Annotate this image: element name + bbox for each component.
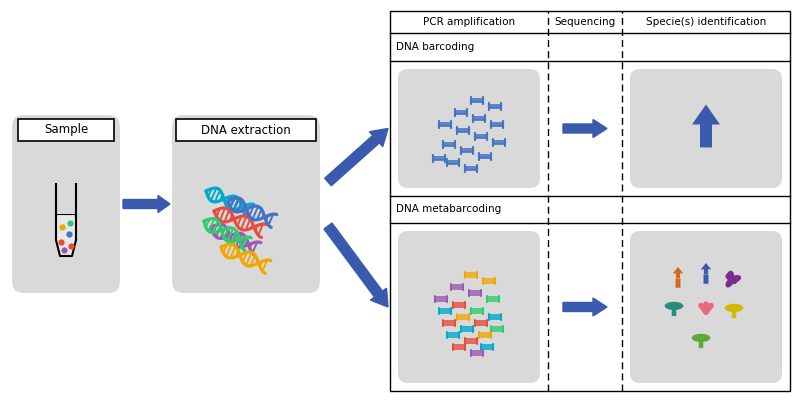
Text: PCR amplification: PCR amplification [423, 17, 515, 27]
FancyBboxPatch shape [703, 274, 709, 284]
FancyBboxPatch shape [176, 119, 316, 141]
Polygon shape [726, 271, 741, 287]
FancyBboxPatch shape [398, 231, 540, 383]
FancyArrow shape [701, 263, 711, 274]
FancyBboxPatch shape [398, 69, 540, 188]
FancyArrow shape [324, 223, 388, 307]
Ellipse shape [725, 304, 743, 312]
FancyBboxPatch shape [732, 308, 736, 318]
FancyArrow shape [563, 298, 607, 316]
FancyBboxPatch shape [672, 306, 676, 316]
FancyArrow shape [692, 105, 720, 126]
FancyArrow shape [325, 128, 388, 186]
Ellipse shape [665, 302, 683, 310]
Ellipse shape [692, 334, 710, 342]
FancyBboxPatch shape [172, 115, 320, 293]
FancyBboxPatch shape [675, 278, 681, 288]
FancyBboxPatch shape [630, 231, 782, 383]
FancyArrow shape [123, 196, 170, 213]
FancyBboxPatch shape [18, 119, 114, 141]
FancyArrow shape [673, 267, 683, 278]
FancyBboxPatch shape [12, 115, 120, 293]
FancyBboxPatch shape [630, 69, 782, 188]
FancyArrow shape [563, 119, 607, 138]
Text: Sample: Sample [44, 124, 88, 136]
FancyBboxPatch shape [698, 338, 703, 348]
FancyBboxPatch shape [700, 124, 712, 148]
Text: Specie(s) identification: Specie(s) identification [646, 17, 766, 27]
Text: DNA extraction: DNA extraction [201, 124, 291, 136]
Text: DNA barcoding: DNA barcoding [396, 42, 474, 52]
Text: DNA metabarcoding: DNA metabarcoding [396, 205, 502, 215]
Bar [390, 11, 790, 391]
Text: Sequencing: Sequencing [554, 17, 616, 27]
Polygon shape [56, 214, 76, 256]
